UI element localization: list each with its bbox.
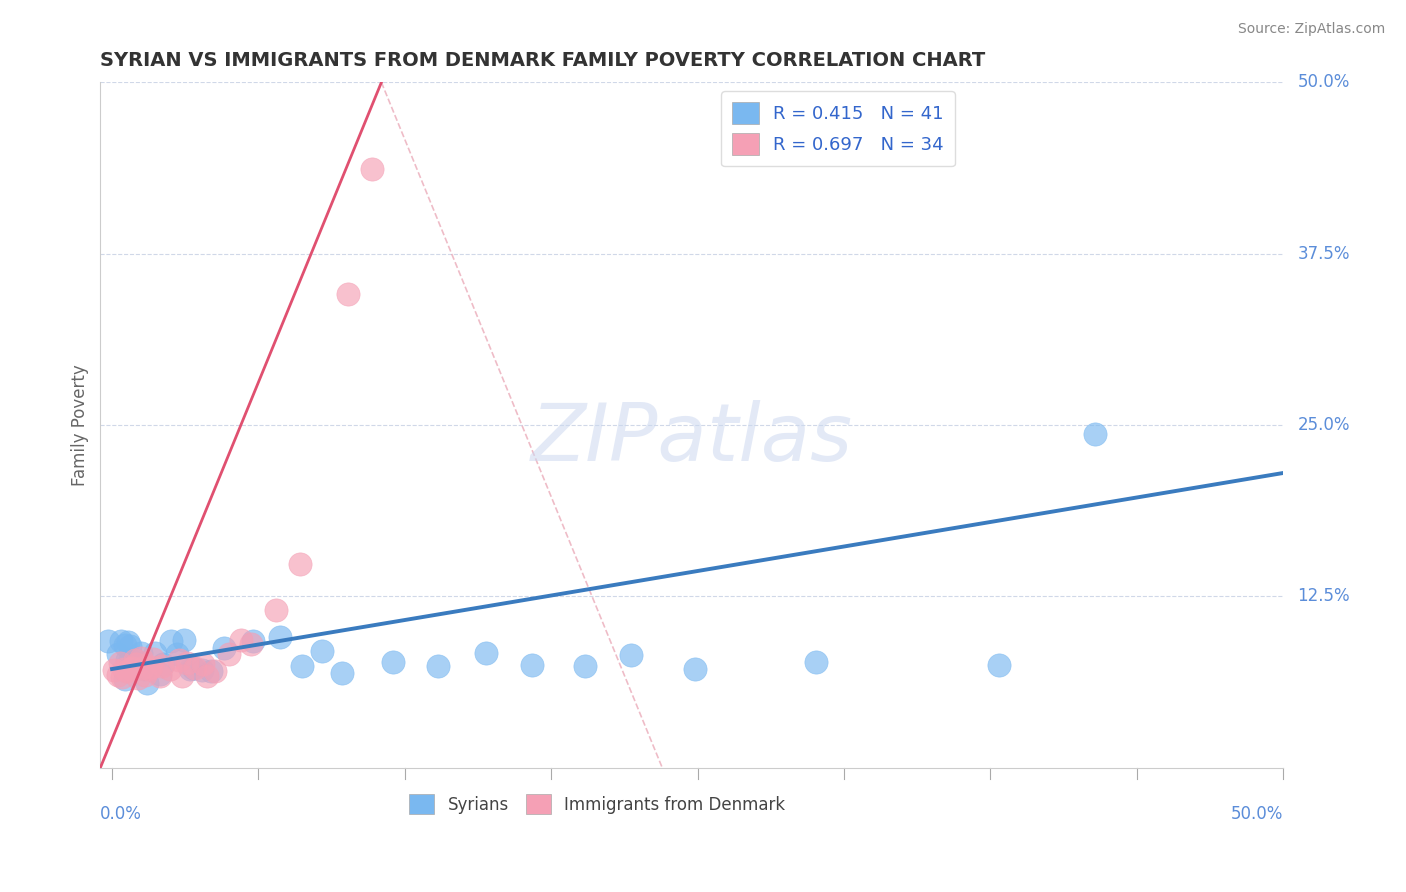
Point: [114, 638, 136, 652]
Point: [574, 659, 596, 673]
Point: [229, 633, 252, 648]
Text: 50.0%: 50.0%: [1230, 805, 1284, 823]
Text: 0.0%: 0.0%: [100, 805, 142, 823]
Point: [120, 662, 142, 676]
Point: [167, 653, 190, 667]
Point: [382, 655, 405, 669]
Point: [129, 657, 152, 672]
Point: [107, 647, 129, 661]
Point: [97, 633, 120, 648]
Point: [103, 663, 125, 677]
Text: ZIPatlas: ZIPatlas: [530, 400, 853, 478]
Point: [159, 662, 181, 676]
Point: [176, 656, 198, 670]
Point: [1084, 426, 1107, 441]
Point: [218, 647, 240, 661]
Point: [131, 661, 153, 675]
Point: [804, 656, 827, 670]
Point: [135, 675, 157, 690]
Point: [242, 634, 264, 648]
Point: [121, 661, 143, 675]
Point: [118, 652, 141, 666]
Point: [142, 652, 165, 666]
Point: [139, 659, 162, 673]
Point: [129, 659, 152, 673]
Text: SYRIAN VS IMMIGRANTS FROM DENMARK FAMILY POVERTY CORRELATION CHART: SYRIAN VS IMMIGRANTS FROM DENMARK FAMILY…: [100, 51, 986, 70]
Point: [149, 669, 172, 683]
Text: 25.0%: 25.0%: [1298, 416, 1350, 434]
Point: [330, 665, 353, 680]
Point: [987, 658, 1010, 673]
Point: [212, 640, 235, 655]
Point: [120, 640, 142, 654]
Y-axis label: Family Poverty: Family Poverty: [72, 364, 89, 486]
Text: 37.5%: 37.5%: [1298, 244, 1350, 262]
Point: [204, 665, 226, 679]
Text: Source: ZipAtlas.com: Source: ZipAtlas.com: [1237, 22, 1385, 37]
Point: [184, 660, 207, 674]
Point: [117, 664, 139, 678]
Point: [150, 658, 173, 673]
Point: [160, 634, 183, 648]
Legend: Syrians, Immigrants from Denmark: Syrians, Immigrants from Denmark: [402, 788, 792, 821]
Point: [124, 653, 146, 667]
Point: [124, 653, 146, 667]
Point: [110, 633, 132, 648]
Point: [166, 647, 188, 661]
Point: [183, 661, 205, 675]
Point: [264, 603, 287, 617]
Point: [179, 662, 201, 676]
Point: [191, 657, 214, 672]
Point: [124, 657, 146, 672]
Point: [129, 646, 152, 660]
Point: [269, 630, 291, 644]
Point: [115, 653, 138, 667]
Point: [311, 643, 333, 657]
Point: [360, 162, 382, 177]
Point: [138, 662, 160, 676]
Point: [149, 666, 172, 681]
Point: [200, 664, 222, 678]
Point: [114, 672, 136, 686]
Point: [134, 662, 156, 676]
Point: [127, 671, 149, 685]
Point: [110, 656, 132, 670]
Point: [683, 662, 706, 676]
Point: [336, 287, 359, 301]
Point: [152, 657, 174, 672]
Point: [131, 651, 153, 665]
Text: 50.0%: 50.0%: [1298, 73, 1350, 91]
Point: [173, 633, 195, 648]
Point: [195, 669, 218, 683]
Point: [620, 648, 643, 662]
Point: [239, 637, 262, 651]
Point: [110, 670, 132, 684]
Point: [291, 658, 314, 673]
Point: [134, 668, 156, 682]
Point: [143, 647, 166, 661]
Point: [190, 663, 212, 677]
Point: [427, 658, 450, 673]
Point: [475, 646, 498, 660]
Point: [117, 635, 139, 649]
Point: [288, 557, 311, 571]
Point: [112, 662, 135, 676]
Point: [520, 658, 543, 673]
Point: [107, 668, 129, 682]
Point: [170, 669, 193, 683]
Text: 12.5%: 12.5%: [1298, 587, 1350, 606]
